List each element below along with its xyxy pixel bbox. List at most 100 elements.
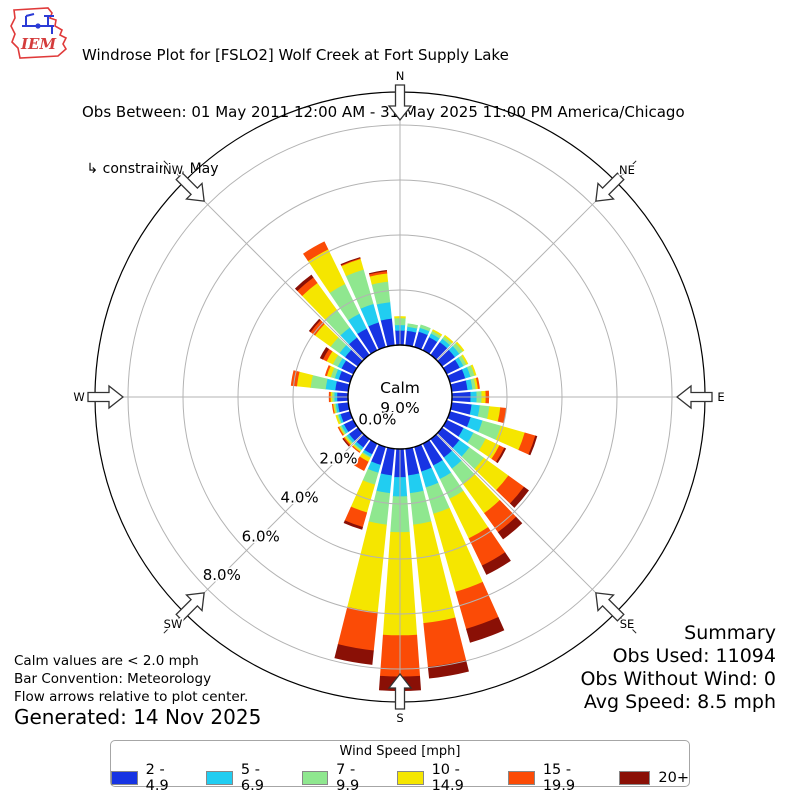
windrose-petal-segment (333, 403, 338, 414)
windrose-petal-segment (452, 342, 464, 355)
windrose-petal-segment (309, 319, 325, 336)
legend-swatch (508, 771, 535, 785)
windrose-petal-segment (427, 660, 469, 679)
windrose-petal-segment (466, 365, 476, 377)
windrose-petal-segment (443, 334, 454, 344)
plot-title: Windrose Plot for [FSLO2] Wolf Creek at … (82, 46, 509, 64)
wind-vane-icon (22, 13, 54, 34)
windrose-petal-segment (337, 606, 378, 652)
legend-label: 2 - 4.9 (145, 762, 169, 794)
windrose-petal-segment (447, 369, 466, 383)
windrose-petal-segment (450, 402, 473, 415)
windrose-petal-segment (447, 411, 472, 428)
compass-label: SW (164, 617, 183, 631)
windrose-petal-segment (340, 360, 357, 375)
windrose-petal-segment (429, 332, 440, 342)
windrose-petal-segment (528, 435, 538, 456)
windrose-petal-segment (334, 380, 350, 392)
windrose-petal-segment (362, 449, 373, 458)
note-calm: Calm values are < 2.0 mph (14, 653, 199, 669)
legend-title: Wind Speed [mph] (339, 744, 461, 759)
windrose-petal-segment (343, 436, 352, 446)
legend-entry: 10 - 14.9 (396, 762, 487, 794)
windrose-petal-segment (430, 341, 448, 360)
windrose-petal-segment (432, 329, 443, 337)
windrose-petal-segment (421, 467, 439, 489)
iem-logo: IEM (10, 7, 68, 59)
compass-label: E (717, 390, 724, 404)
windrose-petal-segment (371, 280, 391, 305)
grid-spoke (436, 180, 617, 361)
radial-tick-label: 6.0% (242, 527, 280, 545)
windrose-petal-segment (301, 282, 337, 320)
windrose-petal-segment (430, 434, 453, 459)
windrose-petal-segment (466, 417, 484, 433)
windrose-petal-segment (338, 426, 345, 436)
radial-tick-label: 8.0% (203, 566, 241, 584)
windrose-petal-segment (487, 406, 501, 422)
legend-swatch (396, 771, 424, 785)
windrose-petal-segment (425, 482, 450, 515)
windrose-petal-segment (496, 475, 525, 504)
windrose-petal-segment (307, 248, 346, 294)
compass-label: S (396, 711, 403, 725)
windrose-petal-segment (449, 490, 489, 540)
windrose-petal-segment (337, 402, 350, 413)
windrose-petal-segment (331, 403, 335, 414)
windrose-petal-segment (443, 419, 465, 437)
windrose-petal-segment (324, 365, 331, 377)
windrose-petal-segment (423, 617, 467, 668)
windrose-petal-segment (326, 350, 339, 365)
windrose-petal-segment (336, 414, 342, 424)
windrose-petal-segment (342, 438, 350, 447)
summary-avg-speed: Avg Speed: 8.5 mph (583, 691, 776, 713)
windrose-petal-segment (334, 644, 374, 665)
windrose-petal-segment (294, 274, 314, 292)
legend-entry: 20+ (619, 770, 689, 786)
grid-spoke (436, 433, 617, 614)
summary-title: Summary (684, 622, 776, 644)
windrose-petal-segment (450, 380, 469, 392)
iowa-outline-icon (10, 7, 68, 59)
summary-block: Summary Obs Used: 11094 Obs Without Wind… (580, 622, 776, 714)
legend-entry: 5 - 6.9 (206, 762, 280, 794)
flow-arrow-icon (387, 672, 413, 710)
flow-arrow-icon (387, 84, 413, 122)
windrose-petal-segment (497, 516, 523, 540)
windrose-petal-segment (443, 359, 461, 375)
windrose-petal-segment (338, 370, 353, 383)
windrose-petal-segment (408, 473, 424, 494)
windrose-petal-segment (455, 341, 465, 352)
calm-circle (347, 344, 453, 450)
windrose-petal-segment (343, 419, 357, 433)
windrose-petal-segment (376, 473, 392, 494)
windrose-petal-segment (340, 257, 361, 266)
windrose-petal-segment (290, 370, 300, 387)
summary-obs-without-wind: Obs Without Wind: 0 (580, 668, 776, 690)
windrose-petal-segment (344, 349, 363, 367)
windrose-petal-segment (308, 318, 321, 333)
windrose-petal-segment (478, 420, 502, 441)
windrose-petal-segment (414, 331, 428, 350)
legend-label: 10 - 14.9 (431, 762, 464, 794)
windrose-petal-segment (422, 336, 438, 354)
windrose-petal-segment (455, 357, 465, 368)
windrose-petal-segment (342, 437, 351, 447)
windrose-petal-segment (356, 327, 378, 354)
windrose-petal-segment (343, 520, 363, 530)
windrose-petal-segment (348, 337, 370, 360)
windrose-petal-segment (296, 276, 318, 296)
windrose-petal-segment (319, 347, 330, 360)
windrose-petal-segment (414, 444, 432, 473)
windrose-petal-segment (405, 447, 420, 477)
radial-tick-label: 0.0% (358, 411, 396, 429)
windrose-petal-segment (369, 270, 388, 277)
legend-entry: 2 - 4.9 (111, 762, 185, 794)
windrose-petal-segment (351, 445, 361, 453)
windrose-petal-segment (470, 364, 477, 376)
windrose-petal-segment (354, 441, 364, 451)
windrose-petal-segment (461, 447, 485, 470)
legend-label: 20+ (658, 770, 689, 786)
windrose-petal-segment (422, 440, 444, 467)
